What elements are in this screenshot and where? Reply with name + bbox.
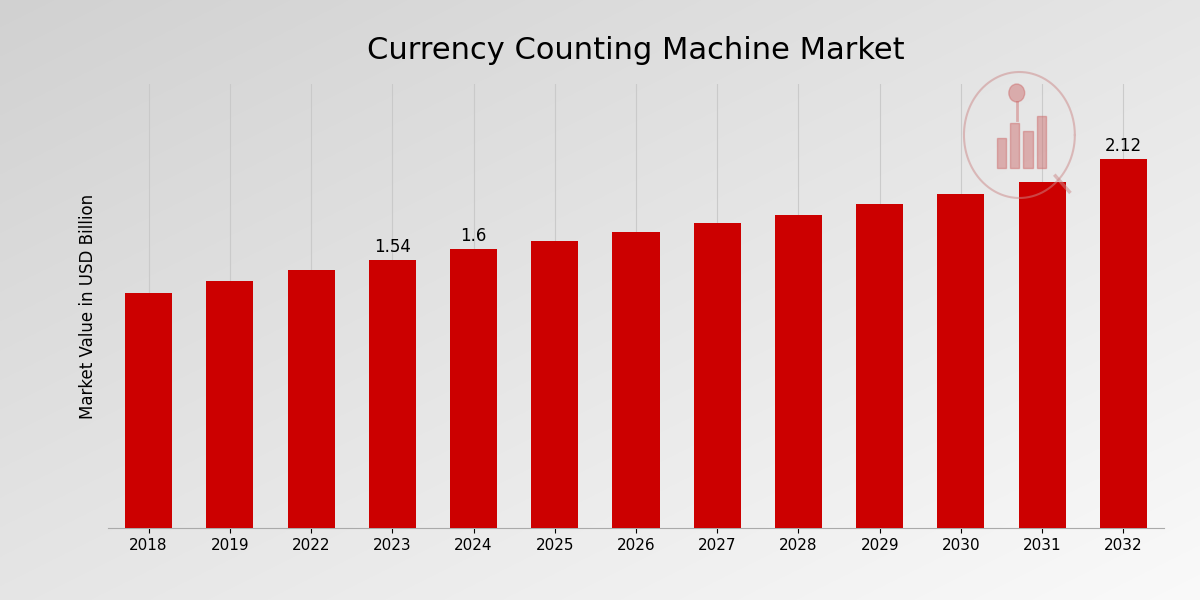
Bar bbox=[856, 204, 904, 528]
Title: Currency Counting Machine Market: Currency Counting Machine Market bbox=[367, 36, 905, 65]
Bar bbox=[125, 293, 172, 528]
Text: 2.12: 2.12 bbox=[1105, 137, 1142, 155]
Bar bbox=[532, 241, 578, 528]
Bar bbox=[775, 215, 822, 528]
Bar bbox=[1019, 182, 1066, 528]
Bar bbox=[694, 223, 740, 528]
Bar bbox=[450, 250, 497, 528]
Bar bbox=[288, 271, 335, 528]
Bar bbox=[937, 194, 984, 528]
Bar bbox=[1010, 123, 1020, 168]
Bar bbox=[368, 260, 416, 528]
Text: 1.6: 1.6 bbox=[461, 227, 487, 245]
Bar bbox=[206, 281, 253, 528]
Bar bbox=[997, 138, 1007, 168]
Bar bbox=[1100, 159, 1147, 528]
Bar bbox=[612, 232, 660, 528]
Circle shape bbox=[1009, 84, 1025, 102]
Y-axis label: Market Value in USD Billion: Market Value in USD Billion bbox=[79, 193, 97, 419]
Bar bbox=[1024, 130, 1032, 168]
Bar bbox=[1037, 115, 1046, 168]
Text: 1.54: 1.54 bbox=[374, 238, 410, 256]
